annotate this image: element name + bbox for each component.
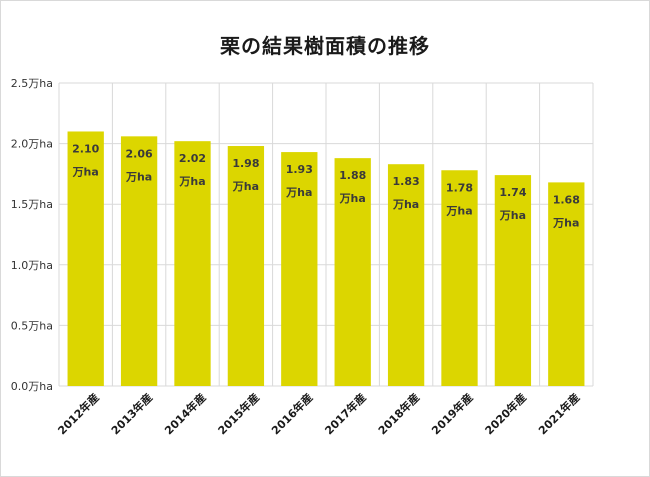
data-label-unit: 万ha	[339, 192, 366, 205]
y-tick-label: 0.5万ha	[11, 319, 53, 332]
x-tick-label: 2012年産	[55, 390, 102, 437]
data-label-unit: 万ha	[72, 165, 99, 178]
y-tick-label: 0.0万ha	[11, 380, 53, 393]
data-label-unit: 万ha	[125, 170, 152, 183]
data-label-value: 1.88	[339, 169, 366, 182]
data-label-value: 1.78	[446, 181, 473, 194]
bar	[67, 131, 104, 386]
bar	[174, 141, 211, 386]
x-tick-label: 2017年産	[322, 390, 369, 437]
data-label-unit: 万ha	[178, 175, 205, 188]
bar	[334, 158, 371, 386]
x-tick-label: 2015年産	[215, 390, 262, 437]
data-label-value: 1.93	[286, 163, 313, 176]
y-tick-label: 1.5万ha	[11, 198, 53, 211]
bar	[281, 152, 318, 386]
bar	[120, 136, 158, 386]
x-axis-ticks: 2012年産 2013年産 2014年産 2015年産 2016年産 2017年産 2018…	[55, 390, 583, 437]
y-tick-label: 1.0万ha	[11, 259, 53, 272]
x-tick-label: 2013年産	[108, 390, 155, 437]
data-label-value: 1.74	[499, 186, 526, 199]
bars	[67, 131, 585, 386]
bar	[387, 164, 425, 386]
data-labels: 2.10 万ha 2.06 万ha 2.02 万ha 1.98 万ha 1.93 万ha 1.88 万…	[72, 142, 580, 229]
bar	[441, 170, 478, 386]
data-label-value: 1.98	[232, 157, 259, 170]
data-label-value: 2.06	[126, 147, 153, 160]
x-tick-label: 2020年産	[482, 390, 529, 437]
data-label-unit: 万ha	[445, 204, 472, 217]
x-tick-label: 2014年産	[162, 390, 209, 437]
data-label-value: 2.02	[179, 152, 206, 165]
data-label-value: 1.68	[553, 193, 580, 206]
x-tick-label: 2016年産	[268, 390, 315, 437]
data-label-unit: 万ha	[232, 180, 259, 193]
data-label-unit: 万ha	[552, 216, 579, 229]
x-tick-label: 2018年産	[375, 390, 422, 437]
data-label-unit: 万ha	[285, 186, 312, 199]
y-axis-ticks: 0.0万ha 0.5万ha 1.0万ha 1.5万ha 2.0万ha 2.5万ha	[11, 77, 53, 393]
data-label-value: 1.83	[393, 175, 420, 188]
bar	[548, 182, 585, 386]
data-label-unit: 万ha	[499, 209, 526, 222]
data-label-unit: 万ha	[392, 198, 419, 211]
x-tick-label: 2019年産	[429, 390, 476, 437]
bar	[227, 146, 265, 386]
x-tick-label: 2021年産	[535, 390, 582, 437]
bar	[494, 175, 532, 386]
y-tick-label: 2.5万ha	[11, 77, 53, 90]
data-label-value: 2.10	[72, 142, 99, 155]
chart-title: 栗の結果樹面積の推移	[220, 34, 430, 58]
y-tick-label: 2.0万ha	[11, 138, 53, 151]
